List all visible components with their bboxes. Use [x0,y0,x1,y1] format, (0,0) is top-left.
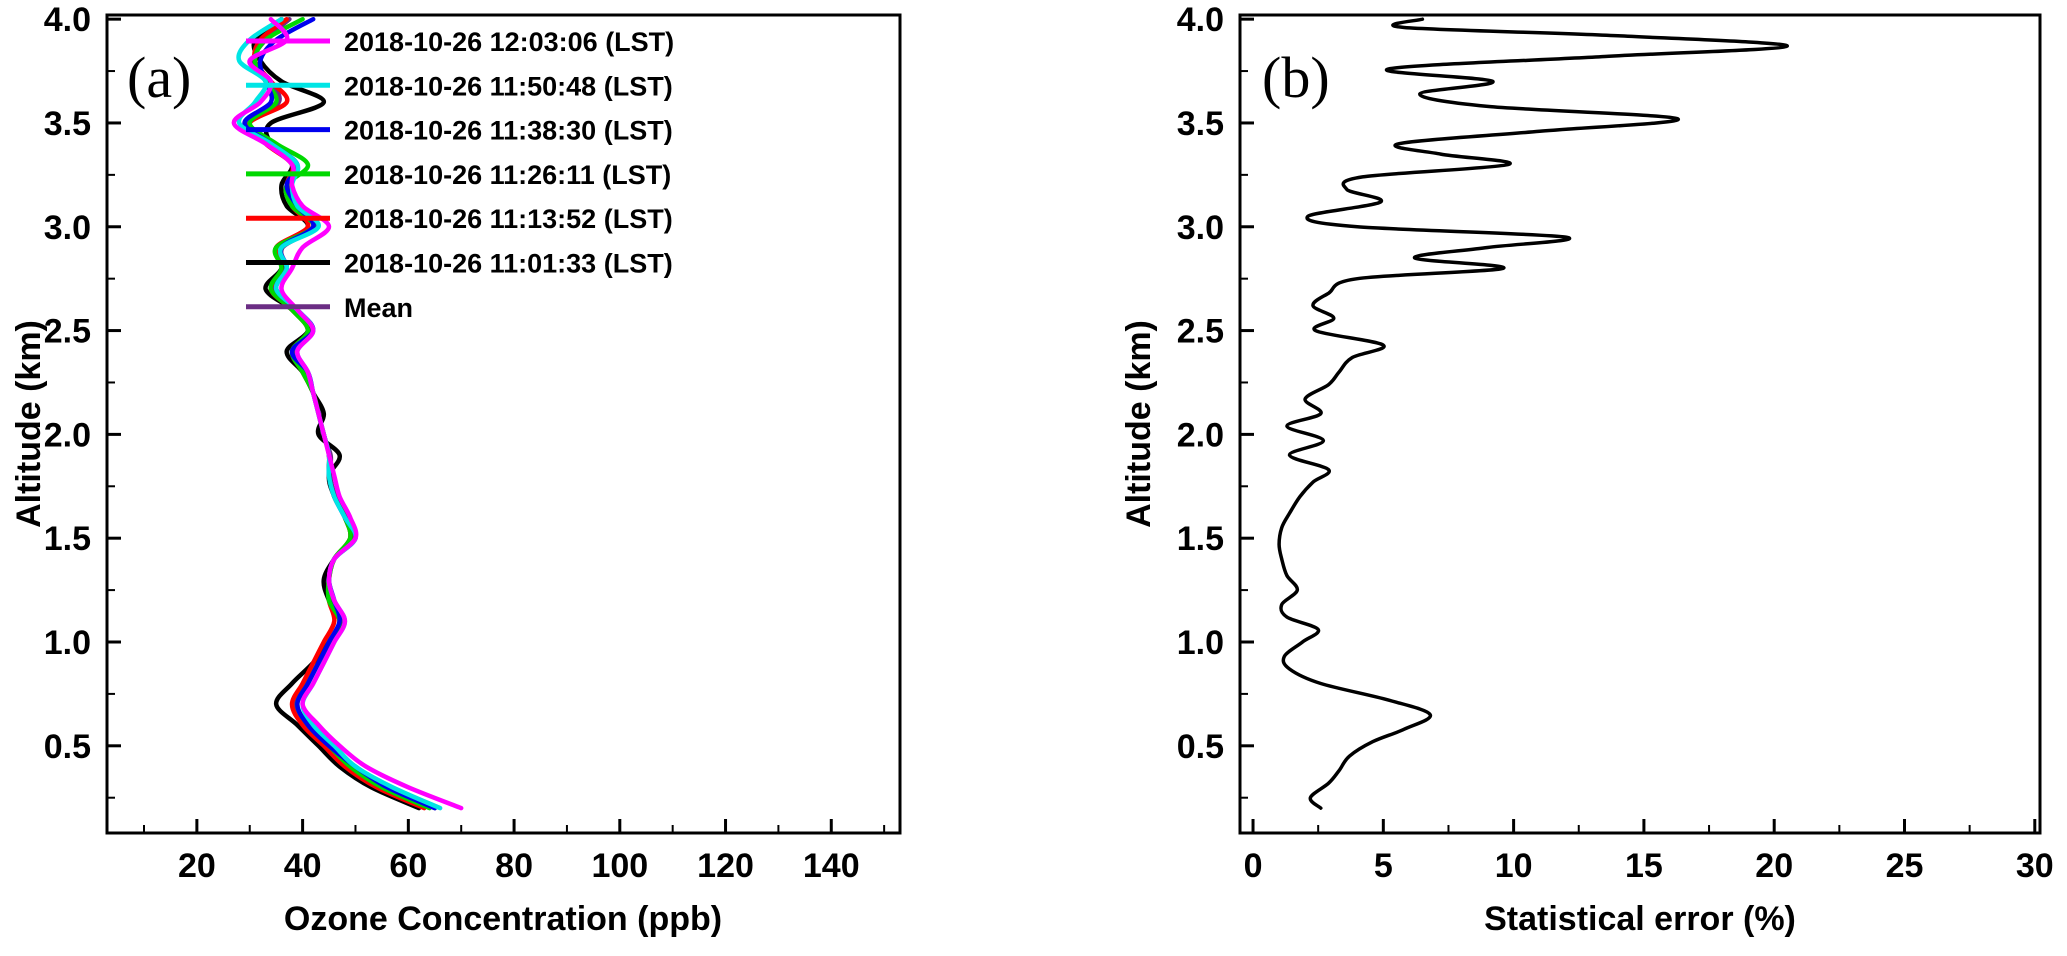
y-tick-label: 3.0 [44,209,91,247]
y-tick-label: 4.0 [44,1,91,39]
x-tick-label: 140 [803,847,860,885]
legend-item: Mean [246,293,413,323]
panel-a-y-axis-label: Altitude (km) [10,320,48,528]
x-tick-label: 0 [1244,847,1263,885]
legend-item: 2018-10-26 11:13:52 (LST) [246,204,673,234]
plot-frame [1238,13,2042,835]
x-tick-label: 100 [591,847,648,885]
x-tick-label: 5 [1374,847,1393,885]
series-group [231,16,464,811]
panel-b-statistical-error: 0 5 10 15 20 25 30 0.5 1.0 1.5 2.0 2.5 3.0 3.5 4.0 Sta… [1120,1,2054,938]
series-group [1277,17,1789,810]
x-tick-label: 20 [178,847,216,885]
legend-item: 2018-10-26 11:38:30 (LST) [246,116,673,146]
panel-b-plot-area: 0 5 10 15 20 25 30 0.5 1.0 1.5 2.0 2.5 3.0 3.5 4.0 [1177,1,2054,885]
x-tick-label: 25 [1886,847,1924,885]
y-tick-label: 4.0 [1177,1,1224,39]
x-tick-label: 40 [284,847,322,885]
y-tick-label: 2.0 [1177,416,1224,454]
axis-ticks: 0 5 10 15 20 25 30 0.5 1.0 1.5 2.0 2.5 3.0 3.5 4.0 [1177,1,2054,885]
y-tick-label: 2.5 [1177,313,1224,351]
x-tick-label: 30 [2016,847,2054,885]
x-tick-label: 10 [1495,847,1533,885]
legend-label: 2018-10-26 12:03:06 (LST) [344,27,674,57]
profile-line-2018-10-26-12-03-06-lst- [231,16,464,811]
x-tick-label: 80 [495,847,533,885]
y-tick-label: 2.5 [44,313,91,351]
y-tick-label: 1.0 [44,624,91,662]
legend-item: 2018-10-26 11:50:48 (LST) [246,71,673,101]
axis-ticks: 20 40 60 80 100 120 140 0.5 1.0 1.5 2.0 2.5 3.0 3.5 4.… [44,1,886,885]
y-tick-label: 1.0 [1177,624,1224,662]
x-tick-label: 15 [1625,847,1663,885]
panel-a-x-axis-label: Ozone Concentration (ppb) [284,900,722,938]
profile-line-statistical-error [1277,17,1789,810]
panel-b-x-axis-label: Statistical error (%) [1484,900,1796,938]
panel-a-tag: (a) [127,45,191,110]
y-tick-label: 3.5 [44,105,91,143]
x-tick-label: 20 [1755,847,1793,885]
y-tick-label: 3.0 [1177,209,1224,247]
legend-label: 2018-10-26 11:38:30 (LST) [344,116,673,146]
legend-item: 2018-10-26 12:03:06 (LST) [246,27,674,57]
legend-label: Mean [344,293,413,323]
legend-label: 2018-10-26 11:01:33 (LST) [344,249,673,279]
x-tick-label: 120 [697,847,754,885]
panel-a-plot-area: 20 40 60 80 100 120 140 0.5 1.0 1.5 2.0 2.5 3.0 3.5 4.… [44,1,902,885]
panel-b-tag: (b) [1262,45,1330,110]
legend-label: 2018-10-26 11:50:48 (LST) [344,71,673,101]
panel-b-y-axis-label: Altitude (km) [1120,320,1158,528]
y-tick-label: 1.5 [1177,520,1224,558]
y-tick-label: 2.0 [44,416,91,454]
y-tick-label: 1.5 [44,520,91,558]
legend-item: 2018-10-26 11:01:33 (LST) [246,249,673,279]
plot-frame [105,13,902,835]
legend-label: 2018-10-26 11:26:11 (LST) [344,160,671,190]
legend-item: 2018-10-26 11:26:11 (LST) [246,160,671,190]
legend: 2018-10-26 12:03:06 (LST) 2018-10-26 11:5… [246,27,674,323]
y-tick-label: 0.5 [44,728,91,766]
x-tick-label: 60 [389,847,427,885]
legend-label: 2018-10-26 11:13:52 (LST) [344,204,673,234]
y-tick-label: 0.5 [1177,728,1224,766]
y-tick-label: 3.5 [1177,105,1224,143]
panel-a-ozone-profiles: 20 40 60 80 100 120 140 0.5 1.0 1.5 2.0 2.5 3.0 3.5 4.… [10,1,902,938]
